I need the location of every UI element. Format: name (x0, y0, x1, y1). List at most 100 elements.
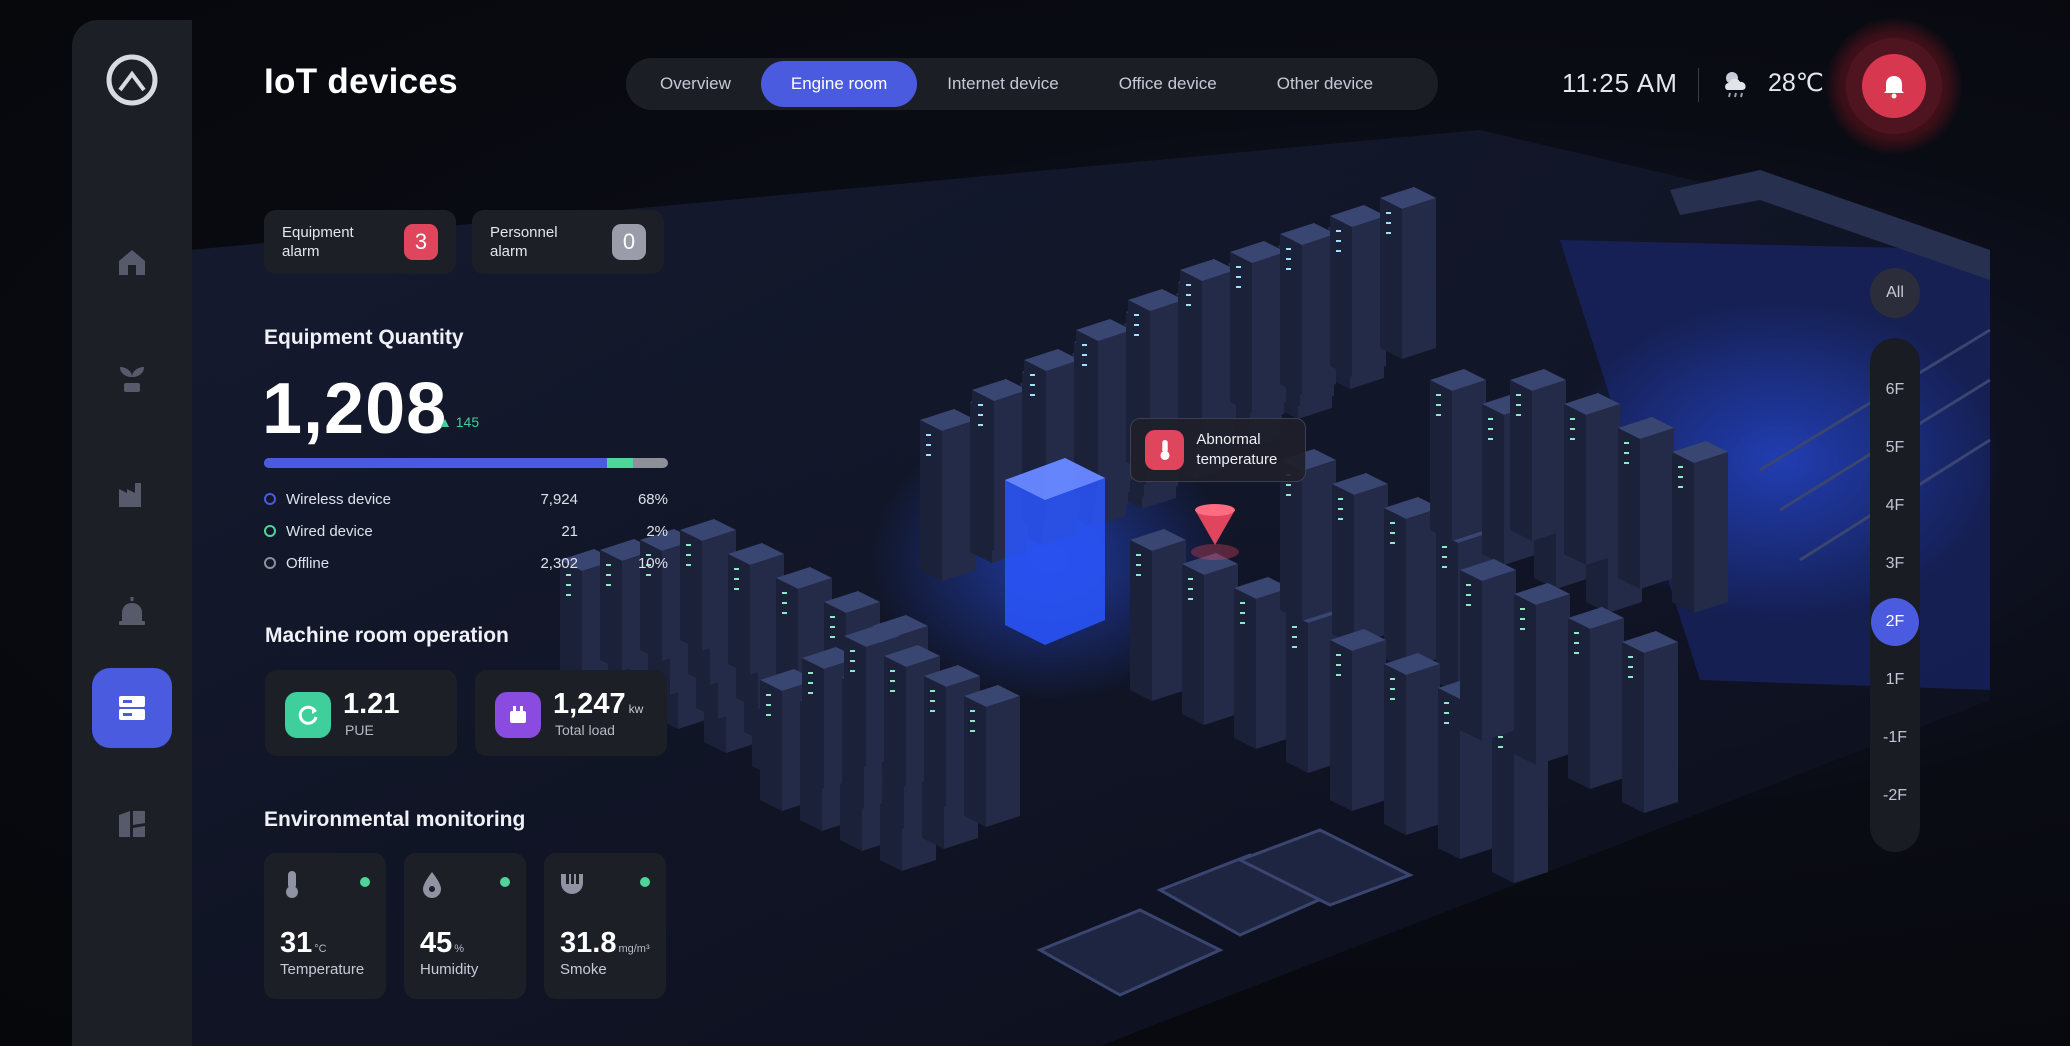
server-rack (1182, 553, 1238, 725)
pue-value: 1.21 (343, 688, 400, 720)
server-rack (1564, 393, 1620, 565)
smoke-value-wrap: 31.8 mg/m³ (560, 927, 650, 960)
server-rack (1130, 529, 1186, 701)
floor-2f[interactable]: 2F (1871, 598, 1919, 646)
temperature-value: 31 (280, 927, 313, 959)
humidity-card[interactable]: 45% Humidity (404, 853, 526, 999)
smoke-unit: mg/m³ (618, 943, 650, 955)
sidebar-item-layout[interactable] (92, 784, 172, 864)
personnel-alarm-count: 0 (612, 224, 646, 260)
sidebar-item-alarm[interactable] (92, 572, 172, 652)
humidity-unit: % (454, 943, 465, 955)
server-rack (1460, 559, 1516, 741)
total-load-label: Total load (555, 722, 615, 738)
legend-label: Offline (286, 554, 330, 572)
bar-segment-wired (607, 458, 633, 468)
server-rack (1330, 629, 1386, 811)
cloud-rain-icon (1725, 72, 1746, 98)
tab-overview[interactable]: Overview (660, 74, 731, 93)
legend-dot (264, 557, 276, 569)
alarm-icon (119, 597, 145, 625)
sidebar-item-server[interactable] (92, 668, 172, 748)
floor-b1[interactable]: -1F (1883, 729, 1907, 746)
legend-percent: 68% (637, 490, 668, 508)
total-load-value: 1,247 (553, 688, 626, 720)
personnel-alarm-card[interactable]: Personnel alarm 0 (472, 210, 664, 274)
equipment-alarm-card[interactable]: Equipment alarm 3 (264, 210, 456, 274)
environment-heading: Environmental monitoring (264, 808, 526, 831)
equipment-quantity-heading: Equipment Quantity (264, 326, 464, 349)
pue-label: PUE (345, 722, 374, 738)
server-rack (728, 543, 784, 675)
equipment-alarm-label: Equipment alarm (282, 224, 354, 260)
sidebar (72, 20, 192, 1046)
status-dot (640, 877, 650, 887)
personnel-alarm-label: Personnel alarm (490, 224, 558, 260)
server-rack (1672, 441, 1728, 613)
thermometer-icon (286, 871, 298, 898)
clock: 11:25 AM (1562, 68, 1678, 98)
thermometer-icon (1145, 430, 1185, 470)
abnormal-temperature-tooltip[interactable]: Abnormal temperature (1130, 418, 1306, 482)
smoke-detector-icon (561, 874, 583, 894)
server-rack (1332, 473, 1388, 645)
floor-b2[interactable]: -2F (1883, 787, 1907, 804)
legend-dot (264, 525, 276, 537)
floor-3f[interactable]: 3F (1885, 555, 1905, 572)
sidebar-item-home[interactable] (92, 222, 172, 302)
server-rack (1568, 607, 1624, 789)
refresh-icon (285, 692, 331, 738)
humidity-value: 45 (420, 927, 453, 959)
weather-temperature: 28℃ (1768, 69, 1824, 97)
notification-button[interactable] (1826, 18, 1962, 154)
legend-count: 21 (561, 522, 578, 540)
legend-row-wireless: Wireless device 7,924 68% (264, 488, 668, 510)
tab-engine-room[interactable]: Engine room (760, 61, 918, 107)
total-load-card[interactable]: 1,247 kw Total load (475, 670, 667, 756)
pue-card[interactable]: 1.21 PUE (265, 670, 457, 756)
tab-bar: Overview Engine room Internet device Off… (626, 58, 1438, 110)
temperature-card[interactable]: 31 °C Temperature (264, 853, 386, 999)
tab-office-device[interactable]: Office device (1118, 74, 1217, 93)
server-rack (1280, 223, 1336, 395)
smoke-card[interactable]: 31.8 mg/m³ Smoke (544, 853, 666, 999)
server-rack (1514, 583, 1570, 765)
temperature-label: Temperature (280, 961, 365, 978)
floor-selector: 6F 5F 4F 3F 2F 1F -1F -2F (1870, 338, 1920, 852)
factory-icon (119, 483, 141, 507)
bar-segment-wireless (264, 458, 608, 468)
floor-4f[interactable]: 4F (1885, 497, 1905, 514)
equipment-distribution-bar (264, 458, 668, 468)
server-icon (119, 696, 145, 720)
sidebar-item-factory[interactable] (92, 454, 172, 534)
sidebar-item-plant[interactable] (92, 338, 172, 418)
bell-icon (1862, 54, 1926, 118)
server-rack (920, 409, 976, 581)
tab-other-device[interactable]: Other device (1276, 74, 1374, 93)
floor-5f[interactable]: 5F (1885, 439, 1905, 456)
server-rack (972, 379, 1028, 551)
equipment-delta-value: 145 (455, 414, 480, 430)
plant-icon (120, 367, 144, 392)
humidity-value-wrap: 45% (420, 927, 464, 960)
page-title: IoT devices (264, 62, 458, 101)
server-rack (1076, 319, 1132, 491)
floor-all-button[interactable]: All (1870, 268, 1920, 318)
legend-label: Wireless device (286, 490, 392, 508)
legend-count: 2,302 (540, 554, 578, 572)
arrow-up-icon: ▲ (438, 414, 456, 430)
server-rack (1180, 259, 1236, 431)
floor-1f[interactable]: 1F (1885, 671, 1905, 688)
logo-icon[interactable] (106, 54, 158, 106)
legend-row-offline: Offline 2,302 10% (264, 552, 668, 574)
server-rack (1618, 417, 1674, 589)
legend-count: 7,924 (540, 490, 578, 508)
equipment-delta: ▲ 145 (438, 414, 479, 430)
tab-internet-device[interactable]: Internet device (947, 74, 1059, 93)
droplet-icon (423, 872, 441, 898)
server-rack (1380, 187, 1436, 359)
floor-6f[interactable]: 6F (1885, 381, 1905, 398)
legend-dot (264, 493, 276, 505)
